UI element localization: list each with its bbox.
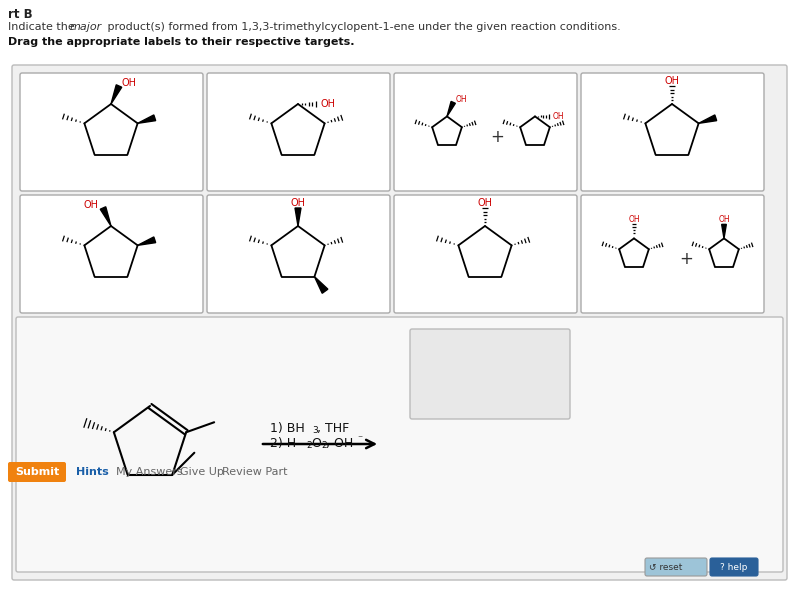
FancyBboxPatch shape	[8, 462, 66, 482]
FancyBboxPatch shape	[207, 195, 390, 313]
Text: OH: OH	[718, 215, 730, 224]
FancyBboxPatch shape	[394, 195, 577, 313]
Text: Give Up: Give Up	[180, 467, 224, 477]
Text: OH: OH	[478, 198, 493, 208]
Polygon shape	[447, 101, 455, 116]
FancyBboxPatch shape	[20, 73, 203, 191]
Text: OH: OH	[455, 95, 467, 104]
Text: 2: 2	[306, 441, 312, 450]
Text: Indicate the: Indicate the	[8, 22, 78, 32]
Text: product(s) formed from 1,3,3-trimethylcyclopent-1-ene under the given reaction c: product(s) formed from 1,3,3-trimethylcy…	[104, 22, 621, 32]
Text: OH: OH	[665, 76, 679, 86]
Text: ⁻: ⁻	[357, 434, 362, 444]
FancyBboxPatch shape	[20, 195, 203, 313]
FancyBboxPatch shape	[16, 317, 783, 572]
FancyBboxPatch shape	[207, 73, 390, 191]
FancyBboxPatch shape	[410, 329, 570, 419]
Text: 2) H: 2) H	[270, 437, 296, 450]
FancyBboxPatch shape	[581, 195, 764, 313]
Text: 2: 2	[321, 441, 326, 450]
Text: 1) BH: 1) BH	[270, 422, 305, 435]
FancyBboxPatch shape	[12, 65, 787, 580]
Polygon shape	[698, 115, 717, 124]
Text: O: O	[311, 437, 321, 450]
Polygon shape	[138, 115, 156, 124]
FancyBboxPatch shape	[710, 558, 758, 576]
Polygon shape	[295, 208, 301, 226]
Text: OH: OH	[290, 198, 306, 208]
Text: Hints: Hints	[76, 467, 109, 477]
Polygon shape	[100, 207, 111, 226]
Text: Review Part: Review Part	[222, 467, 287, 477]
Text: , OH: , OH	[326, 437, 354, 450]
Polygon shape	[314, 277, 328, 293]
Polygon shape	[722, 224, 726, 238]
FancyBboxPatch shape	[581, 73, 764, 191]
Text: +: +	[490, 128, 504, 146]
Text: major: major	[70, 22, 102, 32]
Polygon shape	[111, 85, 122, 104]
Text: OH: OH	[122, 78, 137, 88]
Text: , THF: , THF	[317, 422, 350, 435]
FancyBboxPatch shape	[394, 73, 577, 191]
Polygon shape	[138, 237, 156, 245]
Text: OH: OH	[553, 112, 564, 121]
Text: OH: OH	[83, 200, 98, 210]
Text: ? help: ? help	[720, 563, 748, 571]
Text: +: +	[679, 250, 693, 268]
Text: rt B: rt B	[8, 8, 33, 21]
Text: OH: OH	[321, 99, 335, 109]
Text: Drag the appropriate labels to their respective targets.: Drag the appropriate labels to their res…	[8, 37, 354, 47]
Text: 3: 3	[312, 426, 318, 435]
Text: ↺ reset: ↺ reset	[649, 563, 682, 571]
Text: My Answers: My Answers	[116, 467, 182, 477]
Text: Submit: Submit	[15, 467, 59, 477]
FancyBboxPatch shape	[645, 558, 707, 576]
Text: OH: OH	[628, 215, 640, 224]
